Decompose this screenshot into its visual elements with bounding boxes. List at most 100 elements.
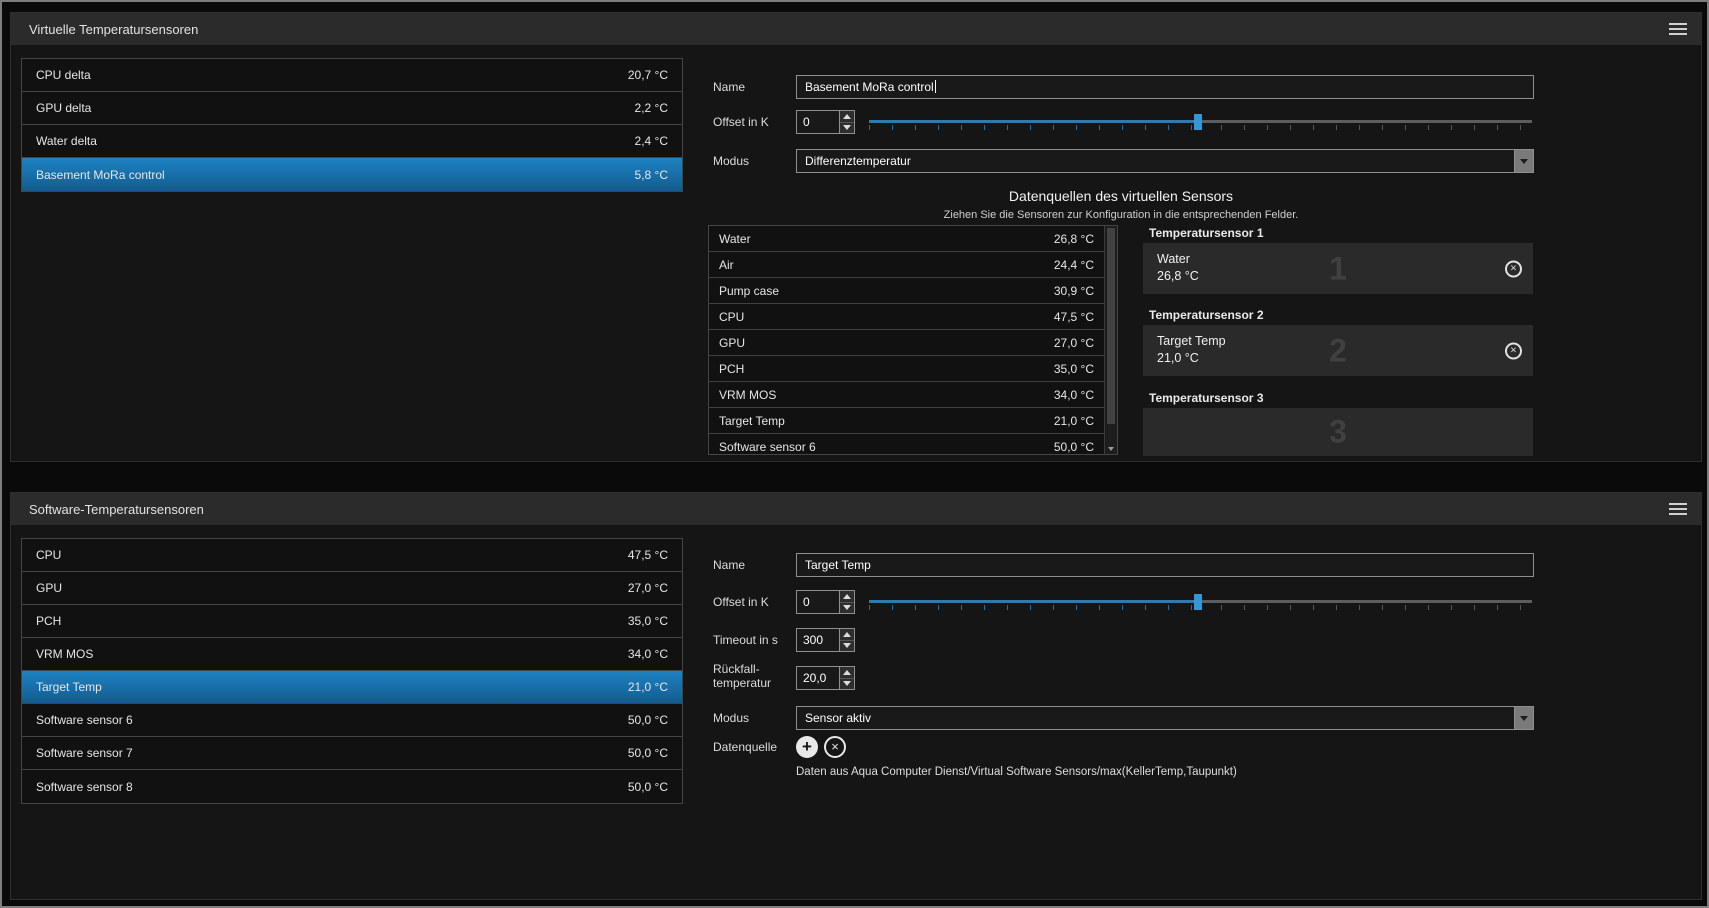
arrow-down-icon [1520,715,1528,721]
sensor-value: 30,9 °C [1053,283,1094,298]
sensor-value: 50,0 °C [1053,439,1094,454]
offset-spinner[interactable]: 0 [796,590,855,614]
remove-sensor-icon[interactable]: × [1505,342,1522,359]
source-list-item[interactable]: Software sensor 6 50,0 °C [709,434,1104,454]
sensor-value: 34,0 °C [627,647,668,661]
spin-up-button[interactable] [840,591,854,602]
sensor-name: Air [719,257,734,272]
dropdown-arrow-icon[interactable] [1514,707,1533,729]
offset-spinner[interactable]: 0 [796,110,855,134]
modus-dropdown[interactable]: Differenztemperatur [796,149,1534,173]
spin-up-button[interactable] [840,111,854,122]
list-item[interactable]: VRM MOS 34,0 °C [22,638,682,671]
source-list-item[interactable]: GPU 27,0 °C [709,330,1104,356]
sensor-value: 50,0 °C [627,713,668,727]
source-list-item[interactable]: Pump case 30,9 °C [709,278,1104,304]
spin-down-button[interactable] [840,601,854,613]
spinner-value: 300 [803,633,824,647]
scrollbar-thumb[interactable] [1107,228,1115,424]
arrow-up-icon [843,631,851,637]
slider-track [1197,600,1532,603]
arrow-down-icon [1108,447,1114,451]
sensor-slot-2[interactable]: 2 Target Temp 21,0 °C × [1143,325,1533,376]
source-list-item[interactable]: Target Temp 21,0 °C [709,408,1104,434]
list-item[interactable]: CPU delta 20,7 °C [22,59,682,92]
virtual-sensor-list: CPU delta 20,7 °C GPU delta 2,2 °C Water… [21,58,683,192]
slot-sensor-info: Water 26,8 °C [1157,251,1199,285]
remove-sensor-icon[interactable]: × [1505,260,1522,277]
list-item[interactable]: GPU 27,0 °C [22,572,682,605]
sensor-value: 34,0 °C [1053,387,1094,402]
datasource-buttons: + × [796,736,846,758]
scroll-down-button[interactable] [1105,447,1117,451]
slider-handle[interactable] [1193,594,1202,610]
spin-down-button[interactable] [840,677,854,689]
list-item[interactable]: CPU 47,5 °C [22,539,682,572]
scrollbar[interactable] [1104,226,1117,454]
source-list-item[interactable]: PCH 35,0 °C [709,356,1104,382]
source-list-item[interactable]: Air 24,4 °C [709,252,1104,278]
slot-sensor-name: Water [1157,252,1190,266]
add-datasource-button[interactable]: + [796,736,818,758]
sensor-slot-3[interactable]: 3 [1143,408,1533,456]
source-list-item[interactable]: Water 26,8 °C [709,226,1104,252]
list-item[interactable]: Water delta 2,4 °C [22,125,682,158]
sensor-name: PCH [36,614,62,628]
timeout-spinner[interactable]: 300 [796,628,855,652]
spin-down-button[interactable] [840,639,854,651]
remove-datasource-button[interactable]: × [824,736,846,758]
sensor-value: 5,8 °C [634,167,668,182]
spin-down-button[interactable] [840,121,854,133]
offset-label: Offset in K [713,595,769,609]
spinner-buttons [839,629,854,651]
sensor-name: VRM MOS [36,647,94,661]
spinner-value: 20,0 [803,671,827,685]
list-item-selected[interactable]: Basement MoRa control 5,8 °C [22,158,682,191]
sensor-value: 50,0 °C [627,779,668,794]
name-label: Name [713,558,746,572]
software-sensors-panel: Software-Temperatursensoren CPU 47,5 °C … [10,492,1702,900]
software-panel-menu-icon[interactable] [1669,503,1687,515]
source-list-item[interactable]: CPU 47,5 °C [709,304,1104,330]
sensor-name: Target Temp [719,413,785,428]
slider-handle[interactable] [1193,114,1202,130]
virtual-panel-header: Virtuelle Temperatursensoren [11,13,1701,45]
list-item[interactable]: PCH 35,0 °C [22,605,682,638]
sensor-value: 47,5 °C [627,548,668,562]
slot-number: 2 [1329,332,1347,368]
slider-track-filled [869,600,1198,603]
sensor-slot-1[interactable]: 1 Water 26,8 °C × [1143,243,1533,294]
name-input[interactable]: Basement MoRa control [796,75,1534,99]
spin-up-button[interactable] [840,629,854,640]
sensor-name: PCH [719,361,745,376]
slot-label-1: Temperatursensor 1 [1149,226,1264,240]
arrow-down-icon [843,605,851,611]
slider-ticks [869,125,1198,130]
list-item[interactable]: Software sensor 6 50,0 °C [22,704,682,737]
dropdown-value: Sensor aktiv [805,711,872,725]
sensor-name: Pump case [719,283,780,298]
sensor-name: CPU [719,309,745,324]
offset-slider[interactable] [869,113,1532,131]
list-item[interactable]: Software sensor 8 50,0 °C [22,770,682,803]
datasource-label: Datenquelle [713,740,778,754]
list-item[interactable]: Software sensor 7 50,0 °C [22,737,682,770]
source-rows: Water 26,8 °C Air 24,4 °C Pump case 30,9… [709,226,1104,454]
fallback-temperature-label: Rückfall-temperatur [713,662,772,690]
spin-up-button[interactable] [840,667,854,678]
source-list-item[interactable]: VRM MOS 34,0 °C [709,382,1104,408]
fallback-temperature-spinner[interactable]: 20,0 [796,666,855,690]
slot-label-2: Temperatursensor 2 [1149,308,1264,322]
name-input[interactable]: Target Temp [796,553,1534,577]
sensor-value: 2,2 °C [634,101,668,115]
list-item-selected[interactable]: Target Temp 21,0 °C [22,671,682,704]
software-panel-header: Software-Temperatursensoren [11,493,1701,525]
sensor-name: GPU [36,581,63,595]
virtual-panel-menu-icon[interactable] [1669,23,1687,35]
offset-slider[interactable] [869,593,1532,611]
modus-dropdown[interactable]: Sensor aktiv [796,706,1534,730]
dropdown-arrow-icon[interactable] [1514,150,1533,172]
arrow-up-icon [843,669,851,675]
sensor-value: 50,0 °C [627,746,668,760]
list-item[interactable]: GPU delta 2,2 °C [22,92,682,125]
